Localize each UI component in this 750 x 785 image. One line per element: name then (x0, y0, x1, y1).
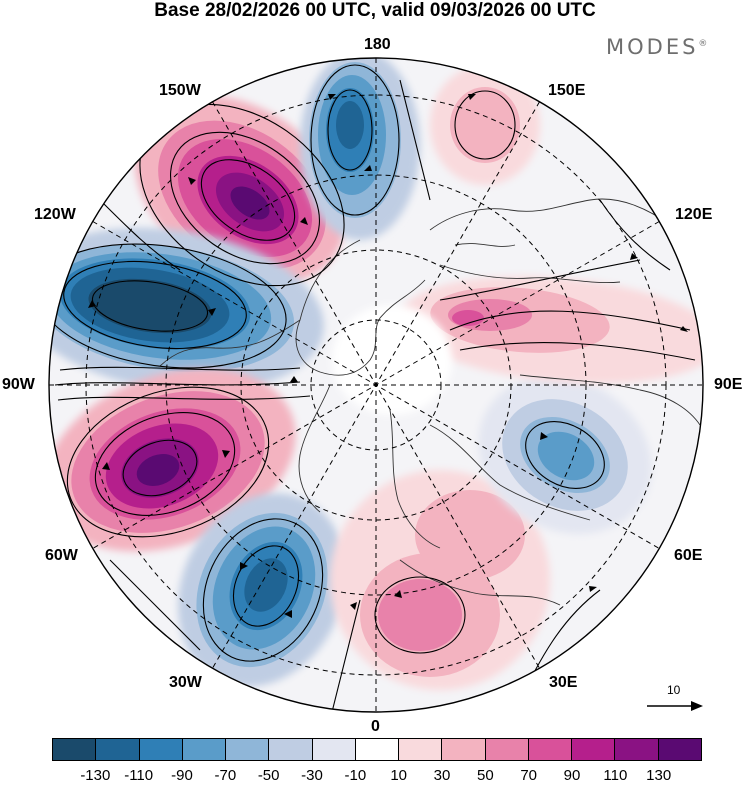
colorbar-tick-label: 30 (433, 767, 451, 784)
anomaly-negative-30w (178, 493, 346, 687)
colorbar-swatch (399, 739, 443, 760)
lon-label-60e: 60E (674, 547, 703, 564)
colorbar-tick-label: 90 (563, 767, 581, 784)
streamline-arrows (88, 94, 688, 618)
lon-label-30w: 30W (169, 674, 202, 691)
lon-label-60w: 60W (45, 547, 78, 564)
colorbar-swatch (96, 739, 140, 760)
colorbar-tick-label: 110 (603, 767, 628, 784)
colorbar-swatch (572, 739, 616, 760)
anomaly-negative-75e (478, 375, 652, 535)
colorbar-ticks: -130 -110 -90 -70 -50 -30 -10 10 30 50 70 90 110 130 (0, 767, 750, 785)
colorbar-swatch (658, 739, 701, 760)
anomaly-negative-dateline (300, 58, 420, 240)
anomaly-field (49, 58, 703, 712)
colorbar-tick-label: -30 (301, 767, 323, 784)
colorbar-swatch (355, 739, 400, 760)
colorbar-tick-label: -90 (171, 767, 193, 784)
colorbar-tick-label: 130 (646, 767, 672, 784)
reference-vector-label: 10 (667, 683, 681, 697)
colorbar-tick-label: -10 (344, 767, 367, 784)
colorbar-tick-label: -50 (257, 767, 280, 784)
colorbar-swatch (312, 739, 356, 760)
colorbar-tick-label: 70 (520, 767, 537, 784)
lon-label-120e: 120E (675, 206, 713, 223)
colorbar-swatch (269, 739, 313, 760)
colorbar-swatch (442, 739, 486, 760)
lon-label-0: 0 (371, 718, 380, 735)
colorbar-swatch (528, 739, 573, 760)
colorbar-swatch (226, 739, 270, 760)
modes-logo: MODES® (606, 35, 707, 59)
lon-label-150e: 150E (548, 82, 586, 99)
colorbar (52, 738, 702, 761)
lon-label-180: 180 (364, 36, 391, 53)
colorbar-swatch (615, 739, 659, 760)
map-boundary (48, 57, 704, 713)
graticule (49, 58, 703, 712)
reference-vector (647, 701, 703, 711)
map-title: Base 28/02/2026 00 UTC, valid 09/03/2026… (154, 0, 596, 21)
colorbar-swatch (182, 739, 227, 760)
lon-label-120w: 120W (34, 206, 76, 223)
coastlines (159, 198, 701, 606)
colorbar-swatch (485, 739, 529, 760)
lon-label-150w: 150W (159, 82, 201, 99)
colorbar-tick-label: 10 (390, 767, 407, 784)
brand-text: MODES (606, 35, 699, 59)
anomaly-positive-europe (330, 470, 550, 690)
lon-label-30e: 30E (549, 674, 578, 691)
registered-mark: ® (698, 39, 708, 49)
streamlines (49, 64, 696, 712)
lon-label-90w: 90W (2, 376, 35, 393)
anomaly-positive-150e (430, 65, 540, 185)
colorbar-tick-label: 50 (476, 767, 494, 784)
colorbar-tick-label: -110 (124, 767, 154, 784)
colorbar-tick-label: -130 (80, 767, 111, 784)
lon-label-90e: 90E (714, 376, 743, 393)
colorbar-swatch (139, 739, 183, 760)
colorbar-tick-label: -70 (214, 767, 237, 784)
colorbar-swatch (53, 739, 97, 760)
